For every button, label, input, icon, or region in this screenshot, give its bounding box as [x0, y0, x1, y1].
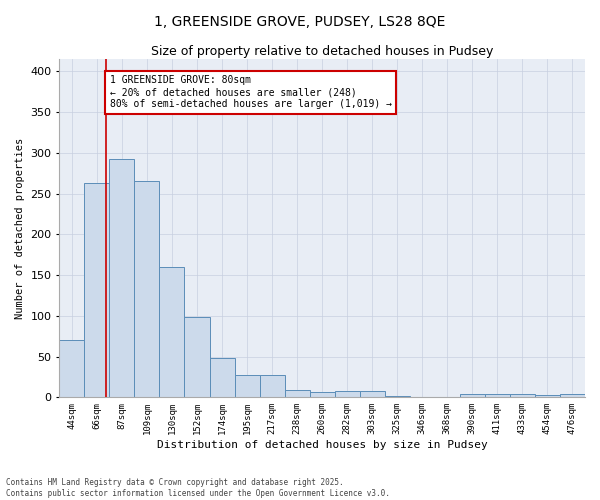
Text: Contains HM Land Registry data © Crown copyright and database right 2025.
Contai: Contains HM Land Registry data © Crown c…: [6, 478, 390, 498]
Bar: [85, 183, 109, 398]
Title: Size of property relative to detached houses in Pudsey: Size of property relative to detached ho…: [151, 45, 493, 58]
Bar: [59, 340, 85, 398]
Bar: [134, 182, 160, 398]
X-axis label: Distribution of detached houses by size in Pudsey: Distribution of detached houses by size …: [157, 440, 488, 450]
Bar: [260, 376, 284, 398]
Bar: [360, 391, 385, 398]
Text: 1 GREENSIDE GROVE: 80sqm
← 20% of detached houses are smaller (248)
80% of semi-: 1 GREENSIDE GROVE: 80sqm ← 20% of detach…: [110, 76, 392, 108]
Bar: [160, 267, 184, 398]
Bar: [310, 392, 335, 398]
Bar: [184, 316, 209, 398]
Y-axis label: Number of detached properties: Number of detached properties: [15, 138, 25, 319]
Bar: [535, 395, 560, 398]
Bar: [460, 394, 485, 398]
Bar: [209, 358, 235, 398]
Bar: [485, 394, 510, 398]
Bar: [335, 391, 360, 398]
Text: 1, GREENSIDE GROVE, PUDSEY, LS28 8QE: 1, GREENSIDE GROVE, PUDSEY, LS28 8QE: [154, 15, 446, 29]
Bar: [510, 394, 535, 398]
Bar: [385, 396, 410, 398]
Bar: [560, 394, 585, 398]
Bar: [284, 390, 310, 398]
Bar: [235, 376, 260, 398]
Bar: [109, 158, 134, 398]
